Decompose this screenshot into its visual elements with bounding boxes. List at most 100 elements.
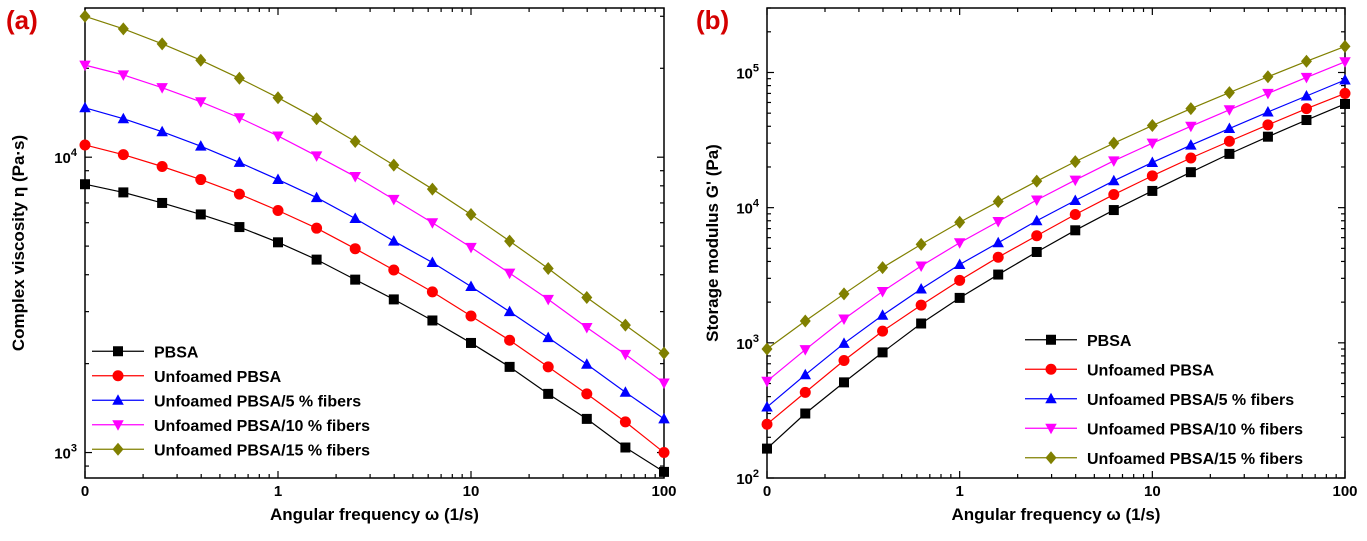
legend-label: Unfoamed PBSA/15 % fibers [1087,451,1303,468]
data-point [349,243,361,255]
series-line [766,45,1346,350]
data-point [465,310,477,322]
legend: PBSA Unfoamed PBSA Unfoamed PBSA/5 % fiber… [92,344,370,459]
data-point [839,377,850,388]
data-point [349,212,361,224]
y-tick-label: 105 [736,62,759,82]
data-point [954,215,966,229]
data-point [1031,230,1043,242]
data-point [1223,135,1235,147]
y-tick-label: 103 [736,333,759,353]
plot-frame [766,7,1346,479]
series-1 [761,87,1351,430]
data-point [388,294,399,305]
data-point [1146,138,1159,150]
data-point [799,314,811,328]
series-3 [761,57,1351,388]
legend-label: Unfoamed PBSA/15 % fibers [154,442,370,459]
series-1 [79,139,670,459]
data-point [1262,119,1274,131]
y-axis-title: Complex viscosity η (Pa·s) [9,135,28,351]
data-point [117,112,130,124]
data-point [838,355,850,367]
data-point [876,309,889,320]
legend-marker [1045,392,1057,404]
legend-label: Unfoamed PBSA/10 % fibers [154,418,370,435]
data-point [1185,102,1197,116]
data-point [504,234,516,248]
data-point [761,376,773,388]
data-point [311,222,323,234]
series-line [766,79,1346,408]
legend-label: Unfoamed PBSA/5 % fibers [154,393,361,410]
data-point [79,60,91,72]
data-point [1185,167,1196,178]
data-point [233,71,245,85]
series-line [766,92,1346,425]
y-axis-title: Storage modulus G' (Pa) [703,144,722,342]
x-tick-label: 1 [955,483,963,500]
data-point [273,237,283,248]
data-point [426,286,438,298]
data-point [1030,214,1043,226]
data-point [310,191,323,203]
data-point [156,37,168,51]
data-point [619,416,631,428]
data-point [876,286,889,298]
legend-marker [112,420,124,431]
data-point [504,361,515,372]
data-point [992,216,1004,228]
data-point [761,342,773,356]
legend-label: Unfoamed PBSA [154,369,282,386]
data-point [877,261,889,275]
legend: PBSA Unfoamed PBSA Unfoamed PBSA/5 % fiber… [1025,333,1303,468]
series-3 [79,60,670,389]
series-line [84,64,665,384]
data-point [349,135,361,149]
y-tick-label: 104 [54,147,78,167]
data-point [658,346,670,360]
data-point [195,97,207,108]
data-point [877,347,888,358]
data-point [426,182,438,196]
legend-marker [113,346,123,357]
data-point [1069,175,1082,187]
data-point [195,53,207,67]
data-point [233,113,246,124]
data-point [1185,139,1197,150]
data-point [542,331,554,343]
data-point [619,386,632,397]
x-axis-title: Angular frequency ω (1/s) [952,505,1161,524]
data-point [916,318,927,329]
x-tick-label: 0 [81,483,89,500]
series-2 [79,101,670,424]
x-axis-title: Angular frequency ω (1/s) [270,505,479,524]
data-point [1262,88,1274,100]
data-point [465,280,477,291]
data-point [1262,131,1273,142]
data-point [80,179,90,190]
data-point [953,258,966,269]
data-point [620,442,631,453]
data-point [1070,225,1081,236]
legend-label: PBSA [154,344,199,361]
data-point [915,299,927,311]
data-point [581,290,593,304]
x-tick-label: 10 [1144,483,1161,500]
x-tick-label: 10 [463,483,480,500]
data-point [619,318,631,332]
series-4 [79,9,670,360]
data-point [658,412,670,424]
data-point [1340,98,1350,109]
data-point [233,156,246,167]
data-point [79,9,91,23]
data-point [1108,174,1120,186]
data-point [195,209,206,220]
data-point [1300,72,1313,84]
data-point [1339,57,1351,68]
data-point [195,174,207,186]
legend-label: Unfoamed PBSA/5 % fibers [1087,392,1294,409]
series-2 [761,73,1351,412]
data-point [272,173,284,185]
series-line [84,183,665,473]
